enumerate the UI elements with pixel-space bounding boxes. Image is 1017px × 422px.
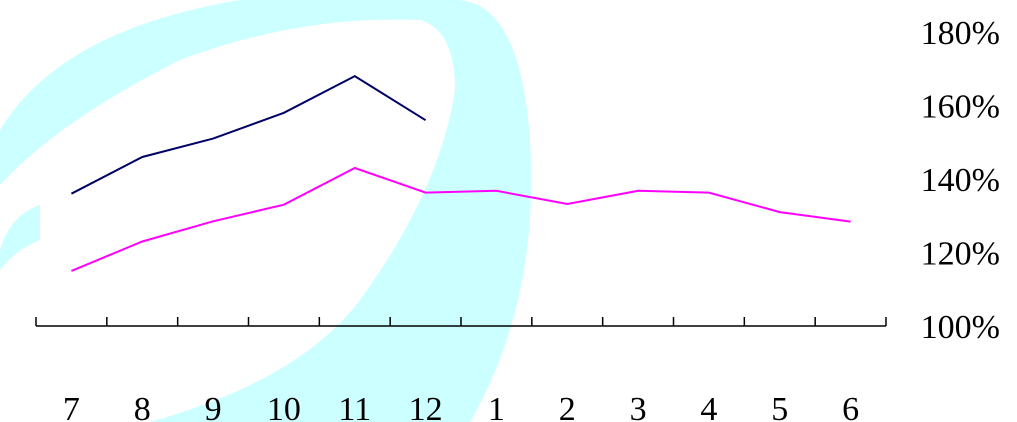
x-tick-label: 2 bbox=[559, 391, 576, 422]
y-tick-label: 180% bbox=[921, 15, 1000, 52]
y-tick-label: 160% bbox=[921, 89, 1000, 126]
y-tick-label: 100% bbox=[921, 309, 1000, 346]
y-tick-label: 120% bbox=[921, 236, 1000, 273]
x-tick-label: 5 bbox=[771, 391, 788, 422]
series-layer bbox=[70, 74, 851, 272]
x-tick-label: 7 bbox=[63, 391, 80, 422]
x-tick-label: 9 bbox=[205, 391, 222, 422]
x-tick-label: 1 bbox=[488, 391, 505, 422]
y-tick-label: 140% bbox=[921, 162, 1000, 199]
x-tick-label: 6 bbox=[842, 391, 859, 422]
x-tick-label: 12 bbox=[409, 391, 443, 422]
x-axis-tick-labels: 7 8 9 10 11 12 1 2 3 4 5 6 bbox=[63, 391, 859, 422]
y-axis-tick-labels: 180% 160% 140% 120% 100% bbox=[921, 15, 1000, 346]
watermark-swoosh bbox=[0, 0, 532, 422]
x-tick-label: 8 bbox=[134, 391, 151, 422]
x-axis-ticks bbox=[35, 317, 887, 326]
series-line-2 bbox=[71, 166, 851, 272]
x-tick-label: 4 bbox=[700, 391, 717, 422]
watermark-swoosh-shape bbox=[0, 0, 532, 422]
x-axis: 7 8 9 10 11 12 1 2 3 4 5 6 bbox=[35, 317, 887, 422]
x-tick-label: 10 bbox=[267, 391, 301, 422]
x-tick-label: 11 bbox=[338, 391, 371, 422]
series-line-1 bbox=[70, 74, 427, 195]
x-tick-label: 3 bbox=[630, 391, 647, 422]
watermark-swoosh-tail bbox=[0, 205, 40, 270]
